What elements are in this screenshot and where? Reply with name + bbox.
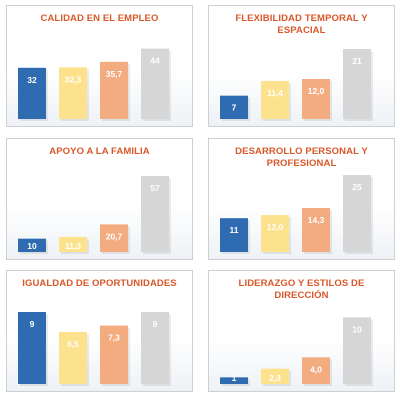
chart-svg: 7 11,4 12,0 21 xyxy=(220,49,373,121)
chart-svg: 32 32,3 35,7 44 xyxy=(18,48,171,121)
bar xyxy=(220,218,248,252)
chart-title: APOYO A LA FAMILIA xyxy=(49,146,150,157)
chart-panel: CALIDAD EN EL EMPLEO 32 32,3 35,7 44 xyxy=(6,5,193,127)
bar xyxy=(59,332,87,384)
bar xyxy=(261,215,289,252)
chart-title: IGUALDAD DE OPORTUNIDADES xyxy=(22,278,177,289)
bar xyxy=(343,175,371,252)
data-label: 7 xyxy=(232,103,237,113)
chart-title: DESARROLLO PERSONAL Y PROFESIONAL xyxy=(235,146,368,169)
data-label: 7,3 xyxy=(108,333,120,343)
data-label: 35,7 xyxy=(106,69,123,79)
data-label: 11,3 xyxy=(65,241,81,251)
data-label: 20,7 xyxy=(106,231,123,241)
data-label: 21 xyxy=(352,56,362,66)
bar xyxy=(343,317,371,384)
bar xyxy=(220,377,248,384)
data-label: 12,0 xyxy=(308,86,325,96)
chart-svg: 11 12,0 14,3 25 xyxy=(220,175,373,254)
data-label: 4,0 xyxy=(310,364,322,374)
bar xyxy=(141,48,169,119)
chart-svg: 1 2,3 4,0 10 xyxy=(220,317,373,386)
bar xyxy=(100,61,128,119)
data-label: 32,3 xyxy=(65,74,82,84)
bar xyxy=(261,81,289,119)
data-label: 6,5 xyxy=(67,339,79,349)
bar xyxy=(261,368,289,384)
data-label: 10 xyxy=(27,241,37,251)
bar xyxy=(59,67,87,119)
bar xyxy=(302,79,330,119)
bar xyxy=(59,236,87,252)
data-label: 25 xyxy=(352,182,362,192)
data-label: 12,0 xyxy=(267,222,284,232)
chart-panel: FLEXIBILIDAD TEMPORAL Y ESPACIAL 7 11,4 12,… xyxy=(208,5,395,127)
bar xyxy=(18,312,46,384)
bar xyxy=(302,357,330,384)
bar xyxy=(302,208,330,252)
chart-panel: APOYO A LA FAMILIA 10 11,3 20,7 57 xyxy=(6,138,193,260)
bar xyxy=(100,224,128,252)
data-label: 44 xyxy=(150,56,160,66)
chart-title: LIDERAZGO Y ESTILOS DE DIRECCIÓN xyxy=(238,278,365,301)
data-label: 32 xyxy=(27,75,37,85)
chart-svg: 9 6,5 7,3 9 xyxy=(18,312,171,386)
chart-title: FLEXIBILIDAD TEMPORAL Y ESPACIAL xyxy=(235,13,368,36)
data-label: 2,3 xyxy=(269,373,281,383)
data-label: 11,4 xyxy=(267,88,283,98)
bar xyxy=(141,312,169,384)
data-label: 1 xyxy=(232,373,237,383)
data-label: 9 xyxy=(153,319,158,329)
bar xyxy=(18,238,46,252)
chart-title: CALIDAD EN EL EMPLEO xyxy=(40,13,159,24)
bar xyxy=(18,67,46,119)
bar xyxy=(220,95,248,119)
chart-panel: LIDERAZGO Y ESTILOS DE DIRECCIÓN 1 2,3 4,0 1… xyxy=(208,270,395,392)
chart-panel: IGUALDAD DE OPORTUNIDADES 9 6,5 7,3 9 xyxy=(6,270,193,392)
data-label: 14,3 xyxy=(308,215,325,225)
chart-panel: DESARROLLO PERSONAL Y PROFESIONAL 11 12,0 1… xyxy=(208,138,395,260)
bar xyxy=(100,325,128,384)
data-label: 57 xyxy=(150,183,160,193)
bar xyxy=(343,49,371,119)
chart-svg: 10 11,3 20,7 57 xyxy=(18,176,171,254)
data-label: 11 xyxy=(230,225,239,235)
data-label: 9 xyxy=(30,319,35,329)
data-label: 10 xyxy=(352,324,362,334)
bar xyxy=(141,176,169,252)
